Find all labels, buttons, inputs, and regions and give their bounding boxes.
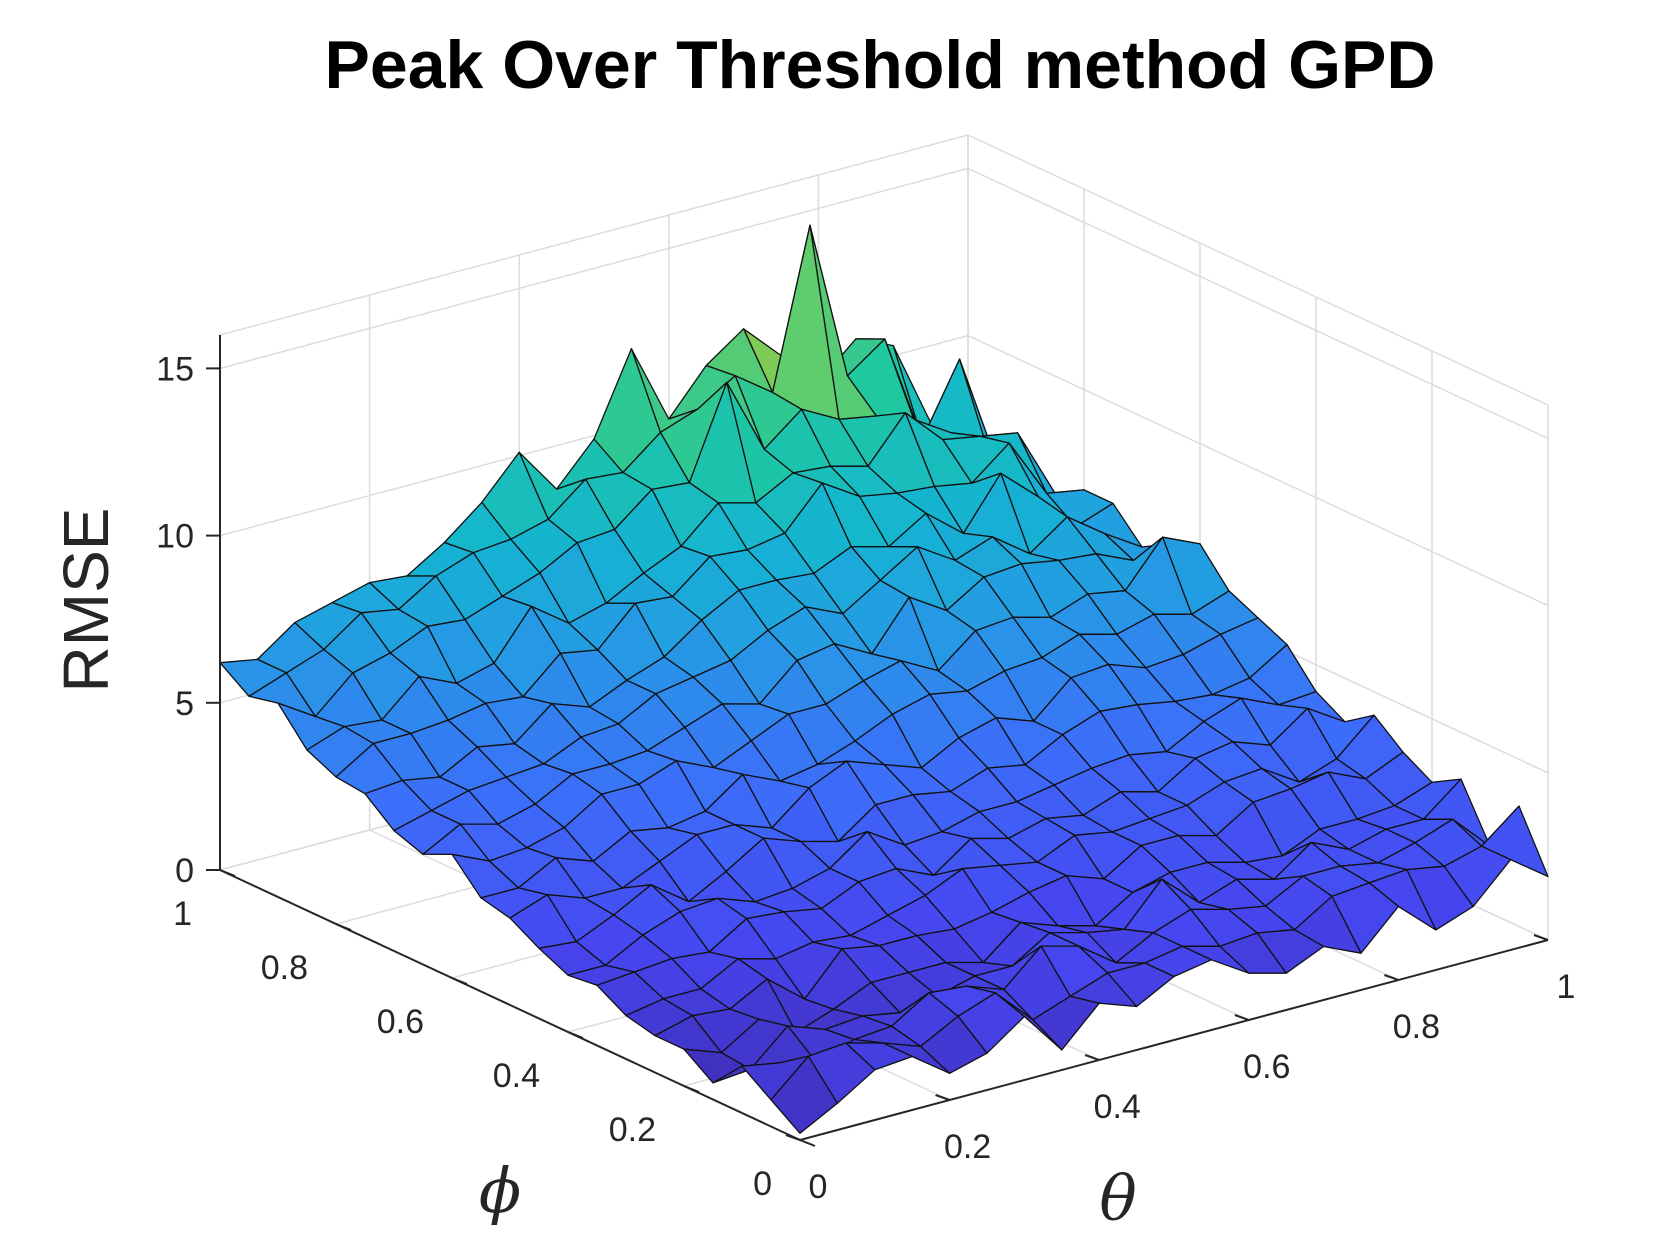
x-tick-label: 0.2 xyxy=(944,1128,991,1166)
grid-line-wall-z xyxy=(219,134,969,336)
grid-line-wall-z xyxy=(967,134,1549,406)
y-tick-label: 0.8 xyxy=(261,949,308,987)
y-tick-mark xyxy=(335,923,352,931)
y-tick-mark xyxy=(451,977,468,985)
z-tick-label: 10 xyxy=(156,518,194,556)
x-tick-mark xyxy=(1533,934,1549,941)
y-tick-mark xyxy=(683,1085,700,1093)
surface xyxy=(219,224,1549,1134)
y-tick-label: 0.6 xyxy=(377,1003,424,1041)
y-axis-line xyxy=(219,869,801,1141)
z-tick-label: 5 xyxy=(175,685,194,723)
x-tick-mark xyxy=(1084,1054,1100,1061)
x-tick-label: 1 xyxy=(1557,968,1576,1006)
chart-title: Peak Over Threshold method GPD xyxy=(325,27,1436,103)
z-tick-label: 0 xyxy=(175,852,194,890)
x-tick-label: 0.6 xyxy=(1243,1048,1290,1086)
y-tick-mark xyxy=(799,1139,816,1147)
y-tick-label: 0.2 xyxy=(609,1111,656,1149)
x-tick-mark xyxy=(935,1094,950,1101)
z-tick-label: 15 xyxy=(156,350,194,388)
x-tick-mark xyxy=(1234,1014,1250,1021)
y-tick-label: 0.4 xyxy=(493,1057,540,1095)
grid-line-wall-z xyxy=(219,167,969,370)
x-tick-label: 0.4 xyxy=(1094,1088,1141,1126)
y-axis-label: ϕ xyxy=(479,1154,521,1227)
x-tick-mark xyxy=(785,1134,801,1141)
y-tick-label: 0 xyxy=(753,1165,772,1203)
x-axis-label: θ xyxy=(1099,1162,1136,1235)
x-tick-mark xyxy=(1384,974,1399,981)
grid-line-wall-z xyxy=(967,167,1549,440)
x-axis-line xyxy=(799,939,1549,1141)
y-tick-mark xyxy=(219,869,236,877)
y-tick-label: 1 xyxy=(173,895,192,933)
x-tick-label: 0.8 xyxy=(1393,1008,1440,1046)
surface-face xyxy=(770,1055,839,1134)
grid-line-wall-z xyxy=(967,334,1549,607)
x-tick-label: 0 xyxy=(809,1168,828,1206)
axes xyxy=(206,335,1549,1147)
z-axis-label: RMSE xyxy=(50,508,122,693)
y-tick-mark xyxy=(567,1031,584,1039)
